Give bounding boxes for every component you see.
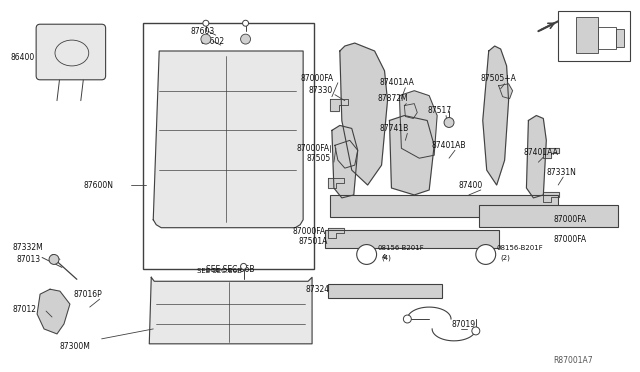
- Polygon shape: [332, 125, 358, 198]
- Text: 87872M: 87872M: [378, 94, 408, 103]
- Circle shape: [243, 20, 248, 26]
- Bar: [328, 284, 442, 298]
- Text: 87517: 87517: [427, 106, 451, 115]
- Text: 87000FA: 87000FA: [296, 144, 330, 153]
- Circle shape: [241, 34, 250, 44]
- Text: 87016P: 87016P: [74, 290, 102, 299]
- Text: 87012: 87012: [12, 305, 36, 314]
- Circle shape: [403, 315, 412, 323]
- Polygon shape: [390, 116, 434, 195]
- Text: 87600N: 87600N: [84, 180, 114, 189]
- Text: 87332M: 87332M: [12, 243, 43, 252]
- Text: 87505+A: 87505+A: [481, 74, 516, 83]
- Text: B: B: [483, 251, 488, 257]
- Text: 87505: 87505: [306, 154, 330, 163]
- Polygon shape: [340, 43, 387, 185]
- Polygon shape: [328, 178, 344, 188]
- Text: 87401AA: 87401AA: [380, 78, 415, 87]
- Polygon shape: [149, 277, 312, 344]
- Text: 87400: 87400: [459, 180, 483, 189]
- Bar: [479, 205, 618, 227]
- FancyBboxPatch shape: [36, 24, 106, 80]
- Bar: [143, 23, 314, 269]
- Bar: [616, 29, 624, 47]
- Text: B: B: [364, 251, 369, 257]
- Text: 87000FA: 87000FA: [553, 215, 586, 224]
- Circle shape: [472, 327, 480, 335]
- Text: 86400: 86400: [10, 54, 35, 62]
- Bar: [598, 27, 616, 49]
- Text: R87001A7: R87001A7: [553, 356, 593, 365]
- Text: 87501A: 87501A: [298, 237, 328, 246]
- Polygon shape: [328, 228, 344, 238]
- Text: 87401AB: 87401AB: [431, 141, 466, 150]
- Text: 87330: 87330: [308, 86, 332, 95]
- Text: 87000FA: 87000FA: [300, 74, 333, 83]
- Circle shape: [356, 244, 376, 264]
- Polygon shape: [499, 84, 513, 99]
- Polygon shape: [399, 91, 437, 158]
- Text: (2): (2): [500, 254, 511, 261]
- Text: SEE SEC.86B: SEE SEC.86B: [206, 265, 254, 274]
- Text: 87331N: 87331N: [547, 168, 576, 177]
- Text: 87603: 87603: [191, 27, 215, 36]
- Polygon shape: [404, 104, 417, 119]
- Circle shape: [201, 34, 211, 44]
- Polygon shape: [543, 192, 559, 202]
- Polygon shape: [543, 148, 559, 158]
- Text: 87602: 87602: [201, 36, 225, 46]
- Circle shape: [49, 254, 59, 264]
- Polygon shape: [37, 289, 70, 334]
- Text: SEE SEC.86B: SEE SEC.86B: [197, 268, 242, 275]
- Polygon shape: [335, 140, 358, 168]
- Text: 87000FA: 87000FA: [292, 227, 325, 236]
- Text: 87401AA: 87401AA: [524, 148, 558, 157]
- Text: 87741B: 87741B: [380, 124, 409, 133]
- Polygon shape: [527, 116, 547, 198]
- Circle shape: [476, 244, 495, 264]
- Bar: [576, 17, 598, 53]
- Text: 4: 4: [381, 254, 386, 260]
- Text: 87000FA: 87000FA: [553, 235, 586, 244]
- Bar: [330, 195, 558, 217]
- Bar: [558, 11, 630, 61]
- Circle shape: [203, 20, 209, 26]
- Circle shape: [444, 118, 454, 128]
- Polygon shape: [483, 46, 509, 185]
- Text: 08156-B201F: 08156-B201F: [497, 244, 543, 250]
- Text: (4): (4): [381, 254, 392, 261]
- Text: 87013: 87013: [16, 255, 40, 264]
- Circle shape: [241, 263, 246, 269]
- Text: 87324: 87324: [305, 285, 329, 294]
- Bar: [325, 230, 499, 247]
- Text: 87300M: 87300M: [60, 342, 91, 351]
- Text: 08156-B201F: 08156-B201F: [378, 244, 424, 250]
- Text: 87019: 87019: [451, 320, 475, 330]
- Polygon shape: [330, 99, 348, 110]
- Polygon shape: [153, 51, 303, 228]
